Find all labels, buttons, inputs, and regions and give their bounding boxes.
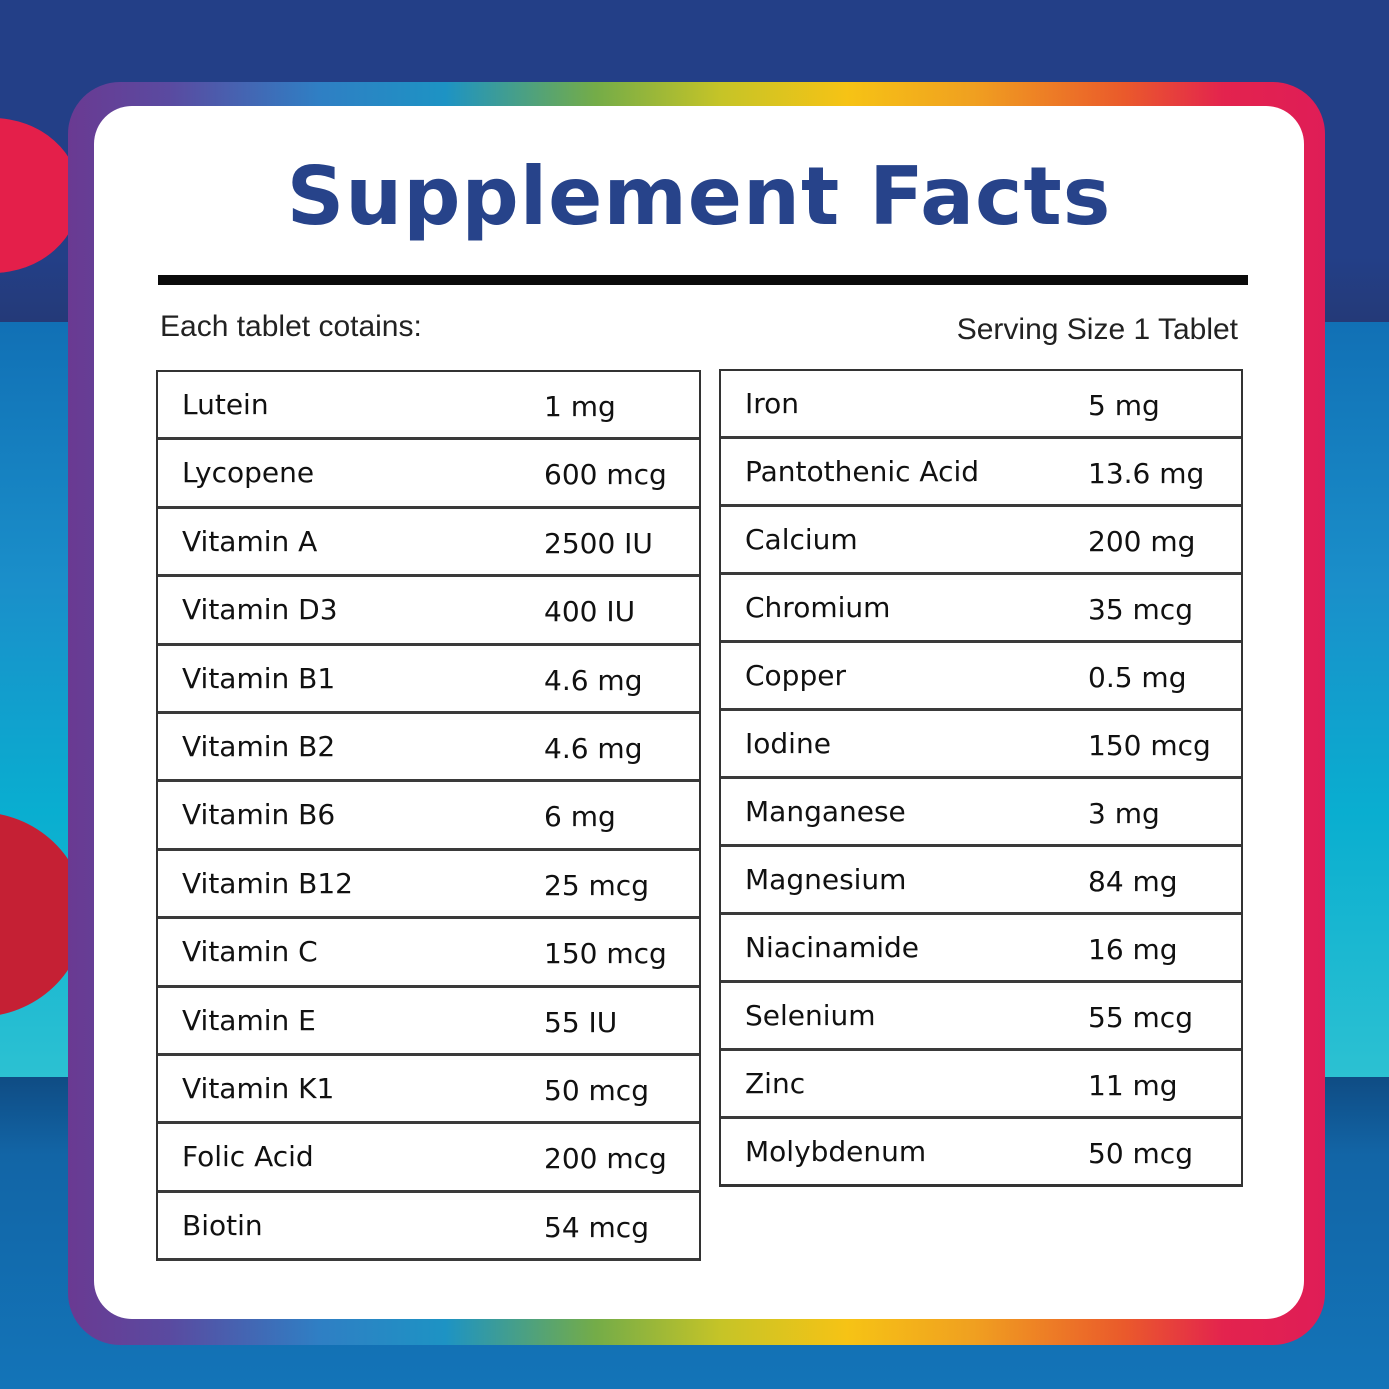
nutrient-name: Pantothenic Acid bbox=[745, 455, 980, 488]
nutrient-amount: 200 mcg bbox=[544, 1142, 667, 1176]
nutrient-amount: 4.6 mg bbox=[544, 663, 643, 697]
nutrient-name: Biotin bbox=[182, 1208, 263, 1242]
nutrient-name: Magnesium bbox=[745, 863, 907, 896]
nutrient-amount: 54 mcg bbox=[544, 1210, 649, 1244]
nutrient-name: Copper bbox=[745, 659, 846, 692]
nutrient-amount: 1 mg bbox=[544, 390, 616, 423]
nutrient-name: Folic Acid bbox=[182, 1140, 314, 1174]
nutrient-name: Molybdenum bbox=[745, 1135, 927, 1168]
table-row: Vitamin B1 4.6 mg bbox=[158, 646, 699, 714]
nutrient-name: Vitamin B6 bbox=[182, 798, 336, 832]
nutrient-amount: 50 mcg bbox=[544, 1073, 649, 1107]
nutrient-amount: 6 mg bbox=[544, 800, 616, 834]
each-tablet-label: Each tablet cotains: bbox=[160, 310, 422, 343]
nutrient-amount: 600 mcg bbox=[544, 458, 667, 492]
table-row: Iodine 150 mcg bbox=[721, 711, 1241, 779]
nutrient-amount: 200 mg bbox=[1088, 525, 1196, 558]
nutrient-name: Vitamin B12 bbox=[182, 866, 353, 900]
table-row: Vitamin E 55 IU bbox=[158, 988, 699, 1056]
nutrient-name: Zinc bbox=[745, 1067, 806, 1100]
title-divider bbox=[158, 275, 1248, 285]
table-row: Vitamin B6 6 mg bbox=[158, 782, 699, 851]
nutrient-amount: 2500 IU bbox=[544, 526, 653, 560]
serving-size-label: Serving Size 1 Tablet bbox=[956, 313, 1238, 346]
table-row: Lutein 1 mg bbox=[158, 372, 699, 441]
nutrient-name: Niacinamide bbox=[745, 931, 920, 964]
table-row: Manganese 3 mg bbox=[721, 779, 1241, 847]
table-row: Chromium 35 mcg bbox=[721, 575, 1241, 643]
nutrient-name: Lycopene bbox=[182, 456, 315, 490]
nutrient-amount: 50 mcg bbox=[1088, 1137, 1193, 1170]
table-row: Pantothenic Acid 13.6 mg bbox=[721, 439, 1241, 507]
nutrients-table-left: Lutein 1 mg Lycopene 600 mcg Vitamin A 2500… bbox=[156, 370, 701, 1262]
nutrient-name: Selenium bbox=[745, 999, 876, 1032]
nutrient-amount: 5 mg bbox=[1088, 389, 1160, 422]
page-title: Supplement Facts bbox=[286, 150, 1112, 243]
nutrient-name: Vitamin A bbox=[182, 524, 318, 558]
table-row: Niacinamide 16 mg bbox=[721, 915, 1241, 983]
nutrient-name: Vitamin D3 bbox=[182, 593, 338, 627]
nutrient-name: Vitamin K1 bbox=[182, 1071, 335, 1105]
nutrients-table-right: Iron 5 mg Pantothenic Acid 13.6 mg Calcium… bbox=[719, 369, 1243, 1187]
nutrient-amount: 0.5 mg bbox=[1088, 661, 1187, 694]
nutrient-amount: 16 mg bbox=[1088, 933, 1178, 966]
table-row: Vitamin B12 25 mcg bbox=[158, 851, 699, 920]
table-row: Selenium 55 mcg bbox=[721, 983, 1241, 1051]
nutrient-amount: 35 mcg bbox=[1088, 593, 1193, 626]
table-row: Iron 5 mg bbox=[721, 371, 1241, 439]
table-row: Biotin 54 mcg bbox=[158, 1193, 699, 1262]
table-row: Molybdenum 50 mcg bbox=[721, 1119, 1241, 1184]
nutrient-amount: 3 mg bbox=[1088, 797, 1160, 830]
nutrient-amount: 55 IU bbox=[544, 1005, 618, 1039]
nutrient-name: Manganese bbox=[745, 795, 906, 828]
nutrient-amount: 84 mg bbox=[1088, 865, 1178, 898]
nutrient-amount: 13.6 mg bbox=[1088, 457, 1205, 490]
nutrient-name: Lutein bbox=[182, 388, 269, 421]
nutrient-amount: 25 mcg bbox=[544, 868, 649, 902]
nutrient-amount: 150 mcg bbox=[1088, 729, 1211, 762]
nutrient-name: Iron bbox=[745, 387, 800, 420]
table-row: Vitamin B2 4.6 mg bbox=[158, 714, 699, 783]
table-row: Zinc 11 mg bbox=[721, 1051, 1241, 1119]
nutrient-name: Calcium bbox=[745, 523, 858, 556]
table-row: Vitamin A 2500 IU bbox=[158, 509, 699, 578]
nutrient-amount: 4.6 mg bbox=[544, 731, 643, 765]
nutrient-amount: 150 mcg bbox=[544, 937, 667, 971]
nutrient-name: Vitamin B1 bbox=[182, 661, 336, 695]
nutrient-amount: 400 IU bbox=[544, 595, 636, 629]
table-row: Calcium 200 mg bbox=[721, 507, 1241, 575]
table-row: Lycopene 600 mcg bbox=[158, 440, 699, 509]
table-row: Copper 0.5 mg bbox=[721, 643, 1241, 711]
table-row: Folic Acid 200 mcg bbox=[158, 1124, 699, 1193]
table-row: Vitamin K1 50 mcg bbox=[158, 1056, 699, 1125]
nutrient-amount: 55 mcg bbox=[1088, 1001, 1193, 1034]
nutrient-name: Vitamin C bbox=[182, 935, 318, 969]
table-row: Vitamin C 150 mcg bbox=[158, 919, 699, 988]
nutrient-name: Vitamin E bbox=[182, 1003, 316, 1037]
nutrient-name: Vitamin B2 bbox=[182, 729, 336, 763]
table-row: Vitamin D3 400 IU bbox=[158, 577, 699, 646]
nutrient-name: Iodine bbox=[745, 727, 831, 760]
table-row: Magnesium 84 mg bbox=[721, 847, 1241, 915]
nutrient-amount: 11 mg bbox=[1088, 1069, 1178, 1102]
nutrient-name: Chromium bbox=[745, 591, 891, 624]
